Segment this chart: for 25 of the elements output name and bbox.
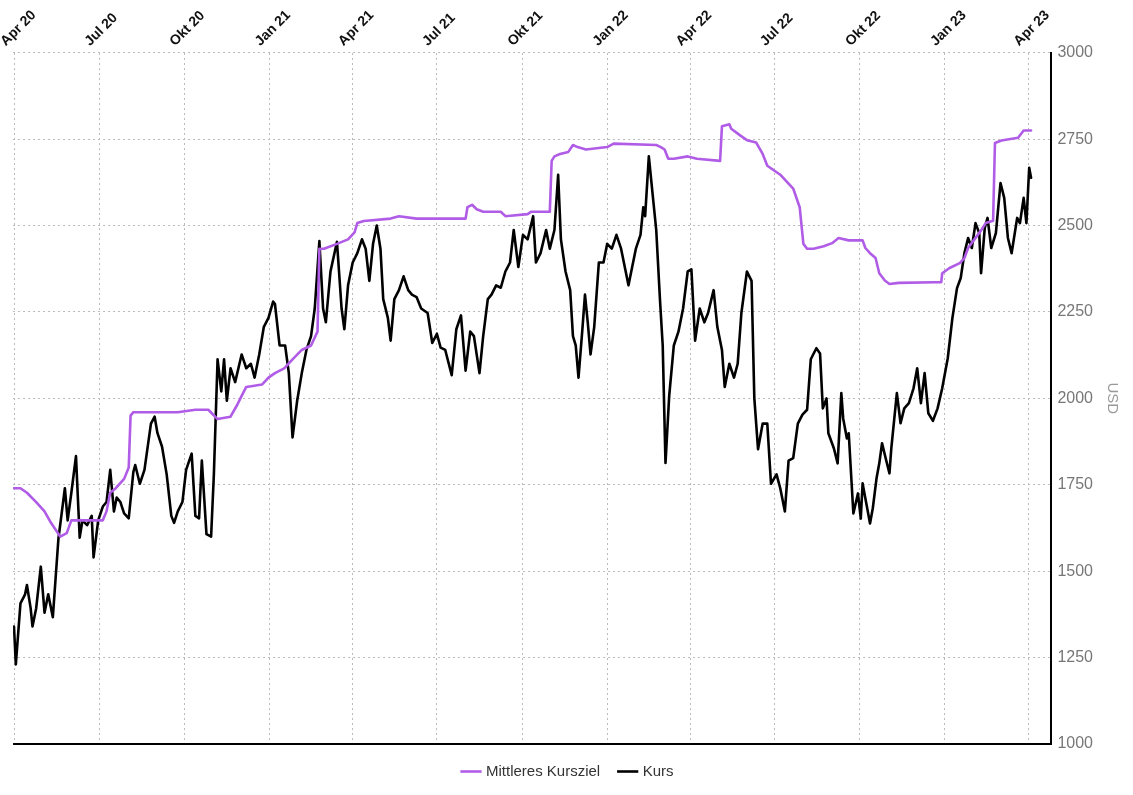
x-tick-label: Jul 22 xyxy=(756,9,796,49)
y-axis-title: USD xyxy=(1104,382,1122,415)
x-tick-label: Jan 22 xyxy=(588,6,632,49)
x-tick-label: Apr 20 xyxy=(0,6,39,49)
y-tick-label: 3000 xyxy=(1057,43,1094,61)
x-tick-label: Jan 21 xyxy=(251,6,294,49)
y-tick-label: 1500 xyxy=(1057,561,1094,579)
x-tick-label: Jul 21 xyxy=(418,9,459,49)
legend-label: Mittleres Kursziel xyxy=(485,761,601,779)
x-tick-label: Okt 21 xyxy=(503,6,546,49)
x-tick-label: Jan 23 xyxy=(926,6,969,49)
x-tick-label: Apr 21 xyxy=(334,6,377,49)
y-tick-label: 2500 xyxy=(1057,215,1094,233)
x-tick-label: Okt 20 xyxy=(165,6,208,49)
x-tick-label: Apr 23 xyxy=(1009,6,1053,49)
y-tick-label: 2250 xyxy=(1057,302,1094,320)
y-tick-label: 1250 xyxy=(1057,647,1094,665)
y-tick-label: 1000 xyxy=(1057,734,1094,752)
legend-label: Kurs xyxy=(642,761,674,779)
x-tick-label: Apr 22 xyxy=(672,6,715,49)
y-tick-label: 2000 xyxy=(1057,388,1094,406)
x-tick-label: Jul 20 xyxy=(80,9,121,49)
y-tick-label: 1750 xyxy=(1057,475,1094,493)
x-tick-label: Okt 22 xyxy=(841,6,884,49)
y-tick-label: 2750 xyxy=(1057,129,1094,147)
